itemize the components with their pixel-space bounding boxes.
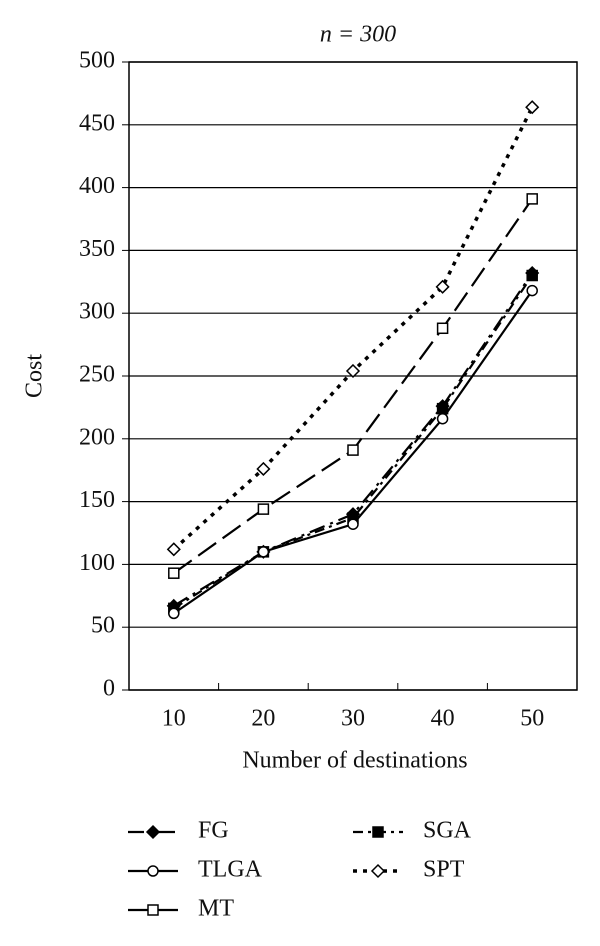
y-tick-label: 0 [103,676,115,702]
legend-label: FG [198,818,229,844]
marker [257,546,270,558]
legend-label: MT [198,896,234,922]
marker [347,444,359,456]
marker [147,904,159,916]
marker [526,284,538,297]
marker [145,824,161,840]
marker [256,461,271,477]
marker [168,607,180,620]
y-tick-label: 450 [79,110,115,136]
marker [526,193,538,205]
x-tick-label: 20 [251,706,275,732]
chart-title: n = 300 [320,22,396,48]
marker [526,269,538,282]
marker [436,412,449,425]
y-tick-label: 400 [79,173,115,199]
marker [147,865,159,877]
y-tick-label: 50 [91,613,115,639]
marker [347,518,359,530]
marker [257,503,270,515]
y-tick-label: 150 [79,487,115,513]
y-tick-label: 200 [79,424,115,450]
marker [372,826,384,838]
marker [345,363,361,379]
series-line [173,274,534,610]
marker [435,279,450,294]
marker [166,542,181,557]
y-axis-label: Cost [22,354,48,398]
marker [370,863,386,879]
marker [168,567,180,579]
y-tick-label: 500 [79,48,115,74]
series-line [172,106,534,551]
y-tick-label: 250 [79,362,115,388]
y-tick-label: 100 [79,550,115,576]
legend-label: SPT [423,857,465,883]
legend-label: TLGA [198,857,263,883]
marker [436,322,449,335]
y-tick-label: 300 [79,299,115,325]
marker [525,100,540,115]
x-tick-label: 30 [341,706,365,732]
series-line [173,272,534,607]
x-axis-label: Number of destinations [242,748,467,774]
x-tick-label: 10 [162,706,186,732]
x-tick-label: 50 [520,706,544,732]
x-tick-label: 40 [431,706,455,732]
y-tick-label: 350 [79,236,115,262]
legend-label: SGA [423,818,472,844]
